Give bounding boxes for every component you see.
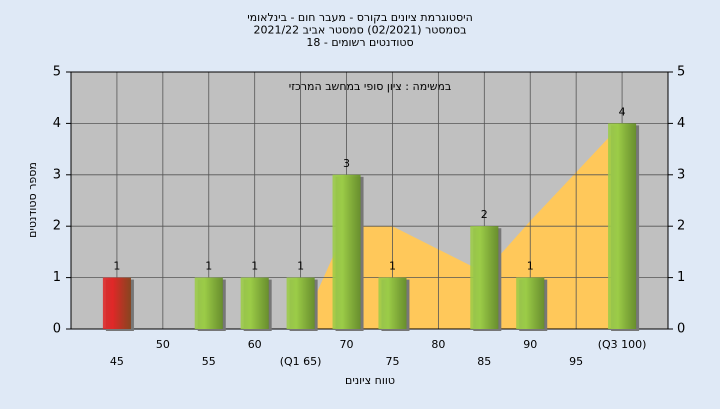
y-tick-label: 5 <box>53 65 61 80</box>
chart-title: סטודנטים רשומים - 18 <box>306 36 413 49</box>
data-label: 1 <box>251 260 258 273</box>
data-label: 1 <box>113 260 120 273</box>
bar <box>332 174 361 329</box>
bar-tint <box>516 277 545 329</box>
x-tick-label: 50 <box>156 338 170 351</box>
data-label: 1 <box>297 260 304 273</box>
y2-tick-label: 1 <box>677 270 685 285</box>
y-tick-label: 4 <box>53 116 61 131</box>
bar-tint <box>378 277 407 329</box>
y-tick-label: 2 <box>53 219 61 234</box>
bar-tint <box>470 226 499 329</box>
bar <box>608 123 637 330</box>
y-tick-label: 1 <box>53 270 61 285</box>
plot-border <box>70 71 669 330</box>
data-label: 1 <box>527 260 534 273</box>
x-tick-label: 45 <box>110 355 124 368</box>
bar-tint <box>194 277 223 329</box>
data-label: 1 <box>205 260 212 273</box>
chart-title: היסטוגרמת ציונים בקורס - מעבר חום - בינל… <box>247 11 473 24</box>
y2-tick-label: 5 <box>677 65 685 80</box>
data-label: 4 <box>619 105 626 118</box>
bar-tint <box>102 277 131 329</box>
bar-tint <box>240 277 269 329</box>
bar <box>516 277 545 329</box>
data-label: 3 <box>343 157 350 170</box>
y-axis-label: מספר סטודנטים <box>26 162 39 238</box>
y-tick-label: 3 <box>53 167 61 182</box>
x-tick-label: 70 <box>340 338 354 351</box>
x-axis-label: טווח ציונים <box>345 374 395 387</box>
x-tick-label: 90 <box>523 338 537 351</box>
x-tick-label: 80 <box>431 338 445 351</box>
bar-tint <box>608 123 637 330</box>
chart-title: בסמסטר (02/2021) סמסטר אביב 2021/22 <box>253 24 466 37</box>
data-label: 2 <box>481 208 488 221</box>
bar <box>286 277 315 329</box>
bar <box>470 226 499 329</box>
data-label: 1 <box>389 260 396 273</box>
x-tick-label: 85 <box>477 355 491 368</box>
y2-tick-label: 4 <box>677 116 685 131</box>
subtitle: במשימה : ציון סופי במחשב המרכזי <box>289 80 452 93</box>
bar-tint <box>286 277 315 329</box>
y2-tick-label: 3 <box>677 167 685 182</box>
bar <box>102 277 131 329</box>
x-tick-label: 55 <box>202 355 216 368</box>
x-tick-label: (Q3 100) <box>598 338 647 351</box>
bar <box>240 277 269 329</box>
x-tick-label: 95 <box>569 355 583 368</box>
y2-tick-label: 0 <box>677 322 685 337</box>
bar <box>378 277 407 329</box>
bar-tint <box>332 174 361 329</box>
y2-tick-label: 2 <box>677 219 685 234</box>
y-tick-label: 0 <box>53 322 61 337</box>
x-tick-label: 60 <box>248 338 262 351</box>
x-tick-label: (Q1 65) <box>280 355 322 368</box>
bar <box>194 277 223 329</box>
x-tick-label: 75 <box>385 355 399 368</box>
